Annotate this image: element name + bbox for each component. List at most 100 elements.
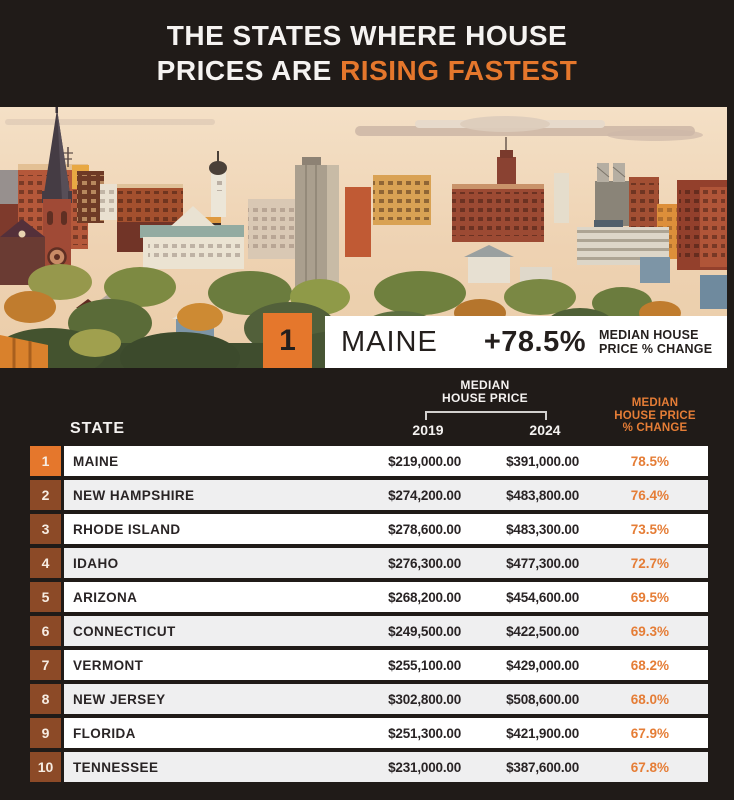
table-row: 6 CONNECTICUT $249,500.00 $422,500.00 69… bbox=[30, 616, 708, 646]
banner-pct-label-line2: PRICE % CHANGE bbox=[599, 342, 713, 356]
banner-pct-label: MEDIAN HOUSE PRICE % CHANGE bbox=[599, 328, 712, 357]
rank-badge: 5 bbox=[30, 582, 61, 612]
price-2024: $483,300.00 bbox=[506, 521, 579, 537]
price-table: STATE MEDIAN HOUSE PRICE 2019 2024 MEDIA… bbox=[0, 368, 734, 800]
table-row-body: CONNECTICUT $249,500.00 $422,500.00 69.3… bbox=[64, 616, 708, 646]
state-name: MAINE bbox=[73, 453, 119, 469]
rank-badge: 8 bbox=[30, 684, 61, 714]
table-row: 5 ARIZONA $268,200.00 $454,600.00 69.5% bbox=[30, 582, 708, 612]
title-line-1: THE STATES WHERE HOUSE bbox=[166, 20, 568, 51]
price-2019: $219,000.00 bbox=[388, 453, 461, 469]
price-2024: $391,000.00 bbox=[506, 453, 579, 469]
column-group-header-median-house-price: MEDIAN HOUSE PRICE bbox=[400, 379, 570, 405]
rank-badge: 4 bbox=[30, 548, 61, 578]
table-row: 1 MAINE $219,000.00 $391,000.00 78.5% bbox=[30, 446, 708, 476]
state-name: NEW JERSEY bbox=[73, 691, 166, 707]
price-2019: $251,300.00 bbox=[388, 725, 461, 741]
pct-change: 72.7% bbox=[630, 555, 669, 571]
price-2024: $387,600.00 bbox=[506, 759, 579, 775]
table-row-body: ARIZONA $268,200.00 $454,600.00 69.5% bbox=[64, 582, 708, 612]
pct-change: 68.0% bbox=[630, 691, 669, 707]
pct-change: 68.2% bbox=[630, 657, 669, 673]
price-2024: $508,600.00 bbox=[506, 691, 579, 707]
banner-pct-value: +78.5% bbox=[483, 325, 587, 358]
rank-badge: 1 bbox=[30, 446, 61, 476]
column-header-2024: 2024 bbox=[529, 422, 561, 438]
pct-change: 69.5% bbox=[630, 589, 669, 605]
group-header-line2: HOUSE PRICE bbox=[442, 391, 528, 405]
rank-badge: 2 bbox=[30, 480, 61, 510]
group-header-line1: MEDIAN bbox=[460, 378, 510, 392]
column-header-state: STATE bbox=[70, 420, 126, 437]
table-row: 10 TENNESSEE $231,000.00 $387,600.00 67.… bbox=[30, 752, 708, 782]
column-header-pct-change: MEDIAN HOUSE PRICE % CHANGE bbox=[593, 397, 717, 435]
state-name: ARIZONA bbox=[73, 589, 138, 605]
state-name: FLORIDA bbox=[73, 725, 136, 741]
price-2019: $302,800.00 bbox=[388, 691, 461, 707]
pct-change: 67.8% bbox=[630, 759, 669, 775]
price-2019: $274,200.00 bbox=[388, 487, 461, 503]
banner-strip: MAINE +78.5% MEDIAN HOUSE PRICE % CHANGE bbox=[325, 316, 727, 368]
rank-number: 3 bbox=[41, 521, 50, 537]
title-line-2: PRICES ARE RISING FASTEST bbox=[157, 55, 578, 87]
city-skyline-photo: 1 MAINE +78.5% MEDIAN HOUSE PRICE % CHAN… bbox=[0, 107, 727, 368]
table-row: 4 IDAHO $276,300.00 $477,300.00 72.7% bbox=[30, 548, 708, 578]
price-2019: $249,500.00 bbox=[388, 623, 461, 639]
table-row-body: TENNESSEE $231,000.00 $387,600.00 67.8% bbox=[64, 752, 708, 782]
table-row-body: RHODE ISLAND $278,600.00 $483,300.00 73.… bbox=[64, 514, 708, 544]
price-2024: $429,000.00 bbox=[506, 657, 579, 673]
state-name: RHODE ISLAND bbox=[73, 521, 181, 537]
price-2024: $477,300.00 bbox=[506, 555, 579, 571]
price-2024: $422,500.00 bbox=[506, 623, 579, 639]
banner-rank-box: 1 bbox=[263, 313, 312, 368]
rank-badge: 6 bbox=[30, 616, 61, 646]
rank-number: 9 bbox=[41, 725, 50, 741]
banner-rank-number: 1 bbox=[279, 323, 296, 357]
table-row-body: IDAHO $276,300.00 $477,300.00 72.7% bbox=[64, 548, 708, 578]
column-header-2019: 2019 bbox=[412, 422, 444, 438]
table-row-body: VERMONT $255,100.00 $429,000.00 68.2% bbox=[64, 650, 708, 680]
rank-number: 4 bbox=[41, 555, 50, 571]
price-2019: $255,100.00 bbox=[388, 657, 461, 673]
pct-change: 78.5% bbox=[630, 453, 669, 469]
table-row: 2 NEW HAMPSHIRE $274,200.00 $483,800.00 … bbox=[30, 480, 708, 510]
state-name: VERMONT bbox=[73, 657, 144, 673]
price-2019: $278,600.00 bbox=[388, 521, 461, 537]
table-row-body: FLORIDA $251,300.00 $421,900.00 67.9% bbox=[64, 718, 708, 748]
rank-number: 8 bbox=[41, 691, 50, 707]
pct-change: 73.5% bbox=[630, 521, 669, 537]
price-2019: $276,300.00 bbox=[388, 555, 461, 571]
rank-badge: 3 bbox=[30, 514, 61, 544]
pct-header-line3: % CHANGE bbox=[622, 422, 688, 434]
price-2024: $421,900.00 bbox=[506, 725, 579, 741]
pct-change: 67.9% bbox=[630, 725, 669, 741]
table-row-body: MAINE $219,000.00 $391,000.00 78.5% bbox=[64, 446, 708, 476]
rank-badge: 10 bbox=[30, 752, 61, 782]
state-name: NEW HAMPSHIRE bbox=[73, 487, 195, 503]
state-name: CONNECTICUT bbox=[73, 623, 176, 639]
rank-badge: 7 bbox=[30, 650, 61, 680]
price-2019: $231,000.00 bbox=[388, 759, 461, 775]
table-row: 9 FLORIDA $251,300.00 $421,900.00 67.9% bbox=[30, 718, 708, 748]
title-line-2-highlight: RISING FASTEST bbox=[340, 55, 578, 86]
table-row-body: NEW JERSEY $302,800.00 $508,600.00 68.0% bbox=[64, 684, 708, 714]
title-line-2-prefix: PRICES ARE bbox=[156, 55, 341, 86]
rank-badge: 9 bbox=[30, 718, 61, 748]
table-row: 8 NEW JERSEY $302,800.00 $508,600.00 68.… bbox=[30, 684, 708, 714]
pct-change: 69.3% bbox=[630, 623, 669, 639]
pct-header-line2: HOUSE PRICE bbox=[614, 409, 696, 422]
pct-header-line1: MEDIAN bbox=[631, 397, 679, 409]
rank-number: 7 bbox=[41, 657, 50, 673]
column-group-bracket bbox=[425, 411, 547, 420]
table-header: STATE MEDIAN HOUSE PRICE 2019 2024 MEDIA… bbox=[0, 368, 734, 446]
banner-pct-label-line1: MEDIAN HOUSE bbox=[599, 327, 699, 342]
rank-number: 1 bbox=[41, 453, 50, 469]
state-name: IDAHO bbox=[73, 555, 119, 571]
price-2024: $454,600.00 bbox=[506, 589, 579, 605]
rank-number: 2 bbox=[41, 487, 50, 503]
header: THE STATES WHERE HOUSE PRICES ARE RISING… bbox=[0, 0, 734, 107]
price-2019: $268,200.00 bbox=[388, 589, 461, 605]
rank-number: 10 bbox=[37, 759, 54, 775]
state-name: TENNESSEE bbox=[73, 759, 159, 775]
